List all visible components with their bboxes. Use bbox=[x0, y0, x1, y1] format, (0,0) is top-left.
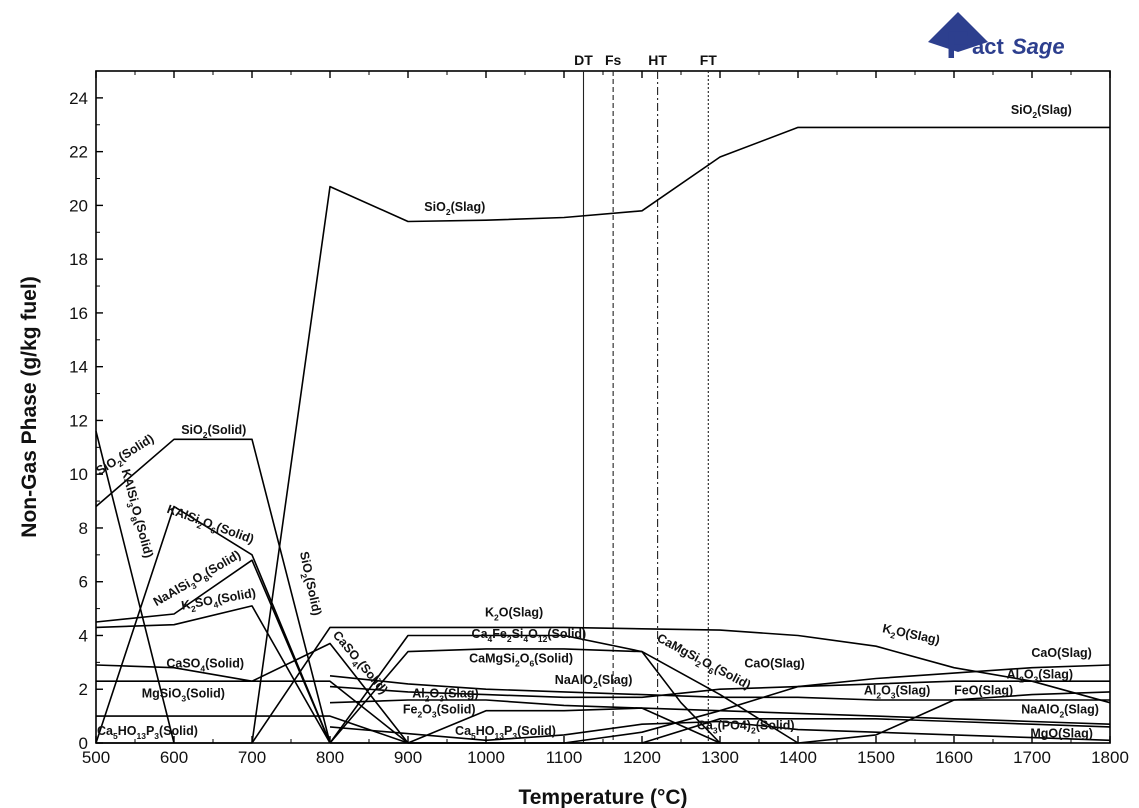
series-line bbox=[96, 126, 1110, 744]
series-line bbox=[95, 431, 175, 744]
species-label: CaSO4(Solid) bbox=[166, 657, 244, 674]
y-tick-label: 24 bbox=[69, 89, 88, 108]
svg-text:Sage: Sage bbox=[1012, 34, 1065, 59]
svg-text:act: act bbox=[972, 34, 1004, 59]
series-line bbox=[95, 438, 331, 744]
series-line bbox=[95, 559, 331, 744]
vline-label: FT bbox=[700, 52, 718, 68]
species-label: NaAlO2(Slag) bbox=[1021, 702, 1099, 719]
species-label: KAlSi2O6(Solid) bbox=[164, 502, 256, 549]
y-tick-label: 20 bbox=[69, 196, 88, 215]
vline-label: HT bbox=[648, 52, 667, 68]
x-tick-label: 600 bbox=[160, 748, 188, 767]
series-line bbox=[329, 720, 1111, 742]
species-label: SiO2(Slag) bbox=[424, 200, 485, 217]
species-label: SiO2(Slag) bbox=[1011, 103, 1072, 120]
vline-label: DT bbox=[574, 52, 593, 68]
y-tick-label: 16 bbox=[69, 304, 88, 323]
species-label: Ca5HO13P3(Solid) bbox=[97, 724, 198, 741]
plot-area: 500 600 700 800 900 1000 1100 1200 1300 1400 1500 1… bbox=[69, 52, 1129, 767]
x-tick-label: 1600 bbox=[935, 748, 973, 767]
series-line bbox=[96, 715, 409, 744]
y-tick-label: 10 bbox=[69, 465, 88, 484]
species-label: Fe2O3(Solid) bbox=[403, 702, 476, 719]
svg-text:F: F bbox=[946, 25, 969, 67]
series-line bbox=[407, 707, 721, 744]
species-label: Ca5HO13P3(Solid) bbox=[455, 724, 556, 741]
species-label: NaAlO2(Slag) bbox=[555, 673, 633, 690]
y-tick-label: 14 bbox=[69, 358, 88, 377]
x-tick-label: 1000 bbox=[467, 748, 505, 767]
series-line bbox=[95, 605, 331, 744]
series-line bbox=[329, 648, 799, 744]
y-tick-label: 18 bbox=[69, 250, 88, 269]
y-tick-label: 4 bbox=[79, 626, 88, 645]
series-line bbox=[329, 675, 1110, 701]
y-tick-label: 6 bbox=[79, 573, 88, 592]
species-label: MgO(Slag) bbox=[1030, 727, 1093, 741]
x-tick-label: 1200 bbox=[623, 748, 661, 767]
x-tick-label: 1400 bbox=[779, 748, 817, 767]
x-tick-label: 1700 bbox=[1013, 748, 1051, 767]
species-label: Ca3(PO4)2(Solid) bbox=[697, 719, 795, 736]
x-tick-label: 900 bbox=[394, 748, 422, 767]
species-label: Al2O3(Slag) bbox=[1007, 667, 1073, 684]
species-label: K2SO4(Solid) bbox=[180, 586, 257, 616]
y-tick-label: 12 bbox=[69, 411, 88, 430]
series-line bbox=[251, 626, 1111, 744]
plot-frame bbox=[95, 70, 1111, 744]
y-tick-label: 2 bbox=[79, 680, 88, 699]
x-tick-label: 500 bbox=[82, 748, 110, 767]
x-tick-label: 700 bbox=[238, 748, 266, 767]
series-line bbox=[641, 717, 1111, 744]
species-label: K2O(Slag) bbox=[485, 606, 543, 623]
y-tick-label: 22 bbox=[69, 143, 88, 162]
species-label: SiO2(Solid) bbox=[181, 423, 246, 440]
factsage-logo: F act Sage bbox=[928, 12, 1065, 67]
vline-label: Fs bbox=[605, 52, 622, 68]
y-tick-label: 0 bbox=[79, 734, 88, 753]
x-tick-label: 1100 bbox=[546, 748, 583, 767]
y-axis-title: Non-Gas Phase (g/kg fuel) bbox=[18, 276, 41, 537]
species-label: CaO(Slag) bbox=[1031, 646, 1091, 660]
species-label: FeO(Slag) bbox=[954, 684, 1013, 698]
species-label: CaO(Slag) bbox=[744, 657, 804, 671]
species-label: SiO2(Solid) bbox=[294, 550, 324, 617]
series-line bbox=[329, 634, 721, 744]
species-label: K2O(Slag) bbox=[881, 621, 941, 650]
species-label: MgSiO3(Solid) bbox=[142, 686, 225, 703]
series-line bbox=[95, 505, 331, 744]
species-label: Al2O3(Slag) bbox=[412, 686, 478, 703]
x-tick-label: 1800 bbox=[1091, 748, 1129, 767]
species-label: CaMgSi2O6(Solid) bbox=[469, 651, 573, 668]
x-tick-label: 1300 bbox=[701, 748, 739, 767]
species-label: Al2O3(Slag) bbox=[864, 684, 930, 701]
species-label: Ca4Fe2Si4O12(Solid) bbox=[472, 627, 587, 644]
y-tick-label: 8 bbox=[79, 519, 88, 538]
series-line bbox=[329, 680, 1110, 699]
x-axis-title: Temperature (°C) bbox=[518, 786, 687, 808]
x-tick-label: 1500 bbox=[857, 748, 895, 767]
species-label: KAlSi3O8(Solid) bbox=[116, 468, 156, 561]
x-tick-label: 800 bbox=[316, 748, 344, 767]
